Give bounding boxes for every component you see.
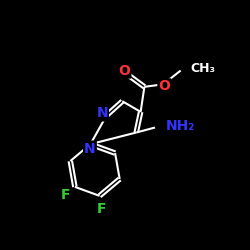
Text: N: N [84, 142, 96, 156]
Text: O: O [158, 79, 170, 93]
Text: F: F [60, 188, 70, 202]
Text: F: F [97, 202, 106, 216]
Text: O: O [118, 64, 130, 78]
Text: CH₃: CH₃ [190, 62, 215, 74]
Text: NH₂: NH₂ [166, 119, 196, 133]
Text: N: N [96, 106, 108, 120]
